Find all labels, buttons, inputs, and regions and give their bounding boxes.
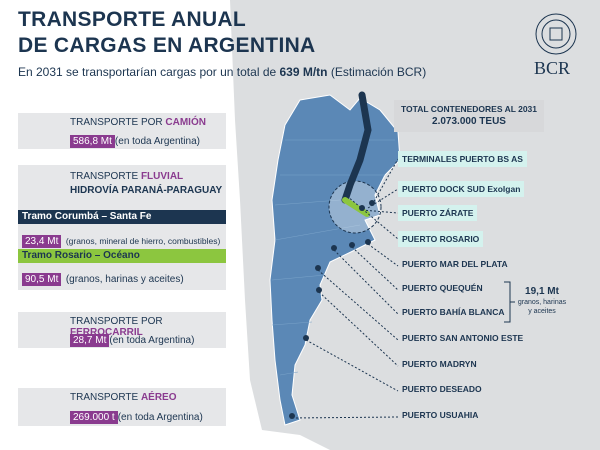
note: (en toda Argentina) — [114, 136, 200, 147]
port-label: PUERTO USUAHIA — [402, 410, 479, 420]
ports-note-value: 19,1 Mt — [525, 286, 559, 297]
panel-fluvial: TRANSPORTE FLUVIAL HIDROVÍA PARANÁ-PARAG… — [18, 165, 226, 290]
panel-label: TRANSPORTE FLUVIAL — [70, 171, 183, 182]
panel-value: 269.000 t (en toda Argentina) — [70, 407, 203, 425]
value: 586,8 Mt — [70, 135, 115, 148]
logo: BCR — [534, 58, 571, 78]
subtitle: En 2031 se transportarían cargas por un … — [18, 65, 426, 79]
tramo-value: 90,5 Mt (granos, harinas y aceites) — [22, 269, 184, 287]
port-leaders — [291, 158, 399, 419]
tramo-header: Tramo Rosario – Océano — [18, 249, 226, 263]
provinces — [271, 139, 395, 376]
value: 28,7 Mt — [70, 334, 110, 347]
port-label: PUERTO MADRYN — [402, 359, 477, 369]
panel-label: TRANSPORTE AÉREO — [70, 392, 177, 403]
containers-value: 2.073.000 TEUS — [432, 116, 506, 127]
panel-label: TRANSPORTE POR CAMIÓN — [70, 117, 206, 128]
label: TRANSPORTE — [70, 392, 141, 403]
mode: FLUVIAL — [140, 171, 184, 182]
note: (en toda Argentina) — [109, 335, 195, 346]
panel-label: TRANSPORTE POR FERROCARRIL — [70, 316, 226, 338]
port-pins — [289, 191, 375, 419]
logo-emblem — [535, 13, 577, 55]
subtitle-text: (Estimación BCR) — [327, 65, 427, 79]
label: TRANSPORTE POR — [70, 316, 163, 327]
bracket — [504, 281, 515, 323]
value: 23,4 Mt — [22, 235, 62, 248]
tramo-header: Tramo Corumbá – Santa Fe — [18, 210, 226, 224]
note: (en toda Argentina) — [117, 412, 203, 423]
mode: AÉREO — [140, 392, 177, 403]
port-label: PUERTO DOCK SUD Exolgan — [398, 181, 525, 197]
panel-value: 586,8 Mt (en toda Argentina) — [70, 131, 200, 149]
label: TRANSPORTE POR — [70, 117, 166, 128]
panel-camion: TRANSPORTE POR CAMIÓN 586,8 Mt (en toda A… — [18, 113, 226, 149]
title-line: DE CARGAS EN ARGENTINA — [18, 34, 316, 57]
port-label: TERMINALES PUERTO BS AS — [398, 151, 527, 167]
hidrovia-north — [341, 91, 372, 204]
port-label: PUERTO QUEQUÉN — [402, 283, 483, 293]
argentina — [269, 94, 401, 426]
note: (granos, harinas y aceites) — [65, 274, 184, 285]
port-label: PUERTO MAR DEL PLATA — [402, 259, 508, 269]
ports-note-line: y aceites — [528, 308, 556, 315]
panel-aereo: TRANSPORTE AÉREO 269.000 t (en toda Argen… — [18, 388, 226, 426]
subtitle-text: En 2031 se transportarían cargas por un … — [18, 65, 280, 79]
port-label: PUERTO DESEADO — [402, 384, 482, 394]
panel-ferrocarril: TRANSPORTE POR FERROCARRIL 28,7 Mt (en to… — [18, 312, 226, 348]
route: HIDROVÍA PARANÁ-PARAGUAY — [70, 185, 223, 196]
value: 90,5 Mt — [22, 273, 62, 286]
ports-note-line: granos, harinas — [517, 299, 567, 306]
port-label: PUERTO BAHÍA BLANCA — [402, 307, 505, 317]
tramo-value: 23,4 Mt (granos, mineral de hierro, comb… — [22, 231, 220, 249]
hidrovia-south — [342, 197, 370, 217]
mode: FERROCARRIL — [70, 327, 143, 338]
port-label: PUERTO SAN ANTONIO ESTE — [402, 333, 524, 343]
title-line: TRANSPORTE ANUAL — [18, 8, 247, 31]
ports-note: 19,1 Mt granos, harinas y aceites — [512, 286, 572, 316]
panel-value: 28,7 Mt (en toda Argentina) — [70, 330, 194, 348]
note: (granos, mineral de hierro, combustibles… — [65, 236, 221, 246]
subtitle-total: 639 M/tn — [279, 65, 328, 79]
mode: CAMIÓN — [165, 117, 206, 128]
port-label: PUERTO ROSARIO — [398, 231, 484, 247]
port-label: PUERTO ZÁRATE — [398, 205, 478, 221]
containers-title: TOTAL CONTENEDORES AL 2031 — [400, 104, 538, 114]
containers-box: TOTAL CONTENEDORES AL 2031 2.073.000 TEU… — [394, 100, 544, 132]
value: 269.000 t — [70, 411, 118, 424]
label: TRANSPORTE — [70, 171, 141, 182]
